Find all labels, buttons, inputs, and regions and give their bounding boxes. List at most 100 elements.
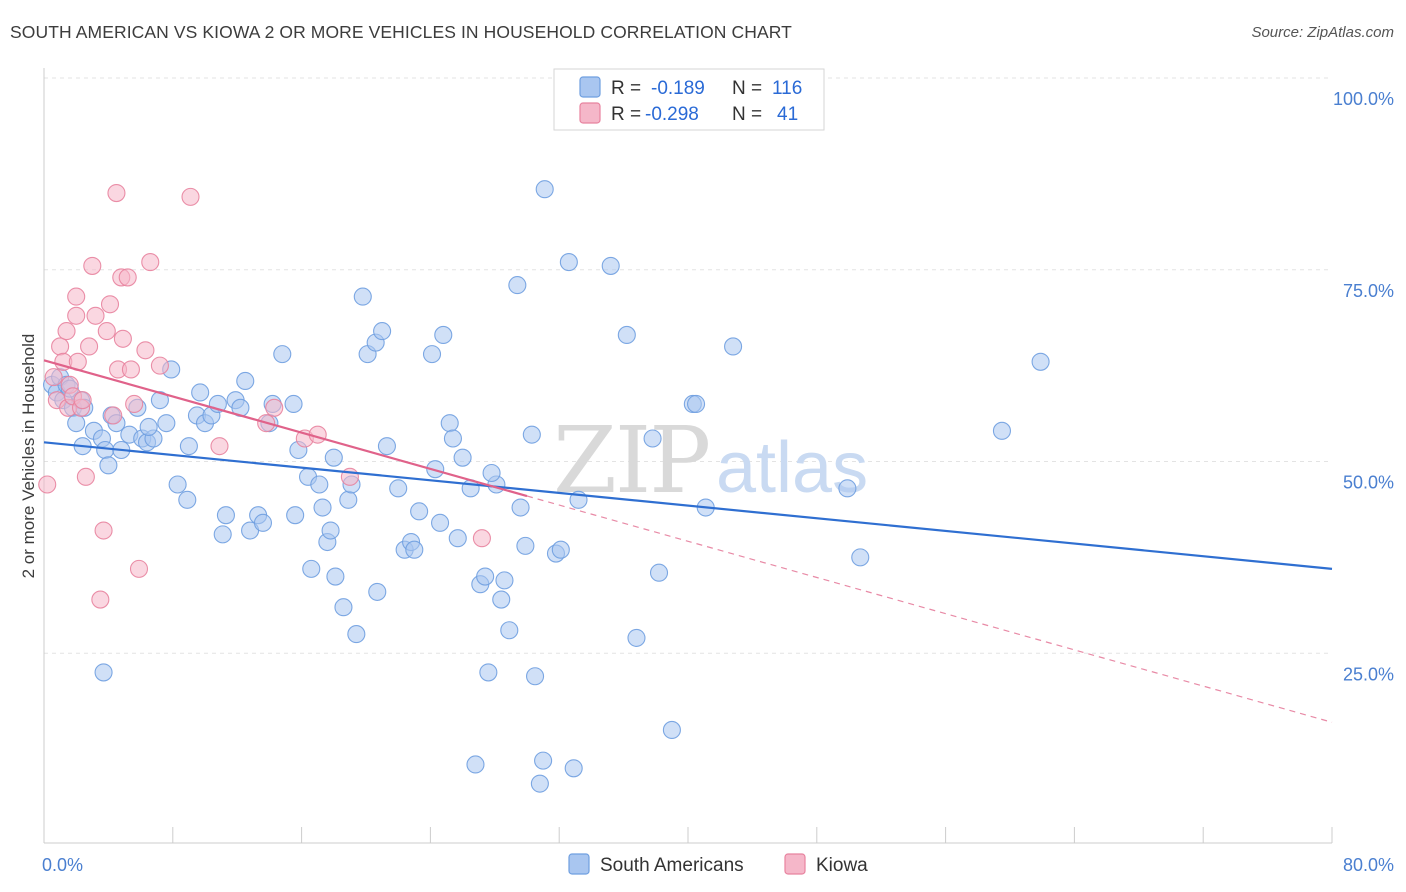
- x-tick-label: 80.0%: [1343, 855, 1394, 875]
- kiowa-point: [38, 475, 57, 494]
- kiowa-point: [80, 337, 99, 356]
- bottom-legend: South Americans Kiowa: [568, 853, 868, 876]
- south-american-point: [310, 475, 329, 494]
- y-tick-label: 50.0%: [1343, 473, 1394, 493]
- south-american-point: [662, 720, 681, 740]
- bottom-legend-label-kiowa: Kiowa: [816, 855, 868, 876]
- kiowa-point: [67, 306, 86, 325]
- south-american-point: [476, 567, 495, 586]
- south-american-point: [99, 456, 118, 475]
- south-american-point: [326, 567, 345, 586]
- kiowa-point: [265, 398, 284, 417]
- south-american-point: [236, 371, 255, 391]
- south-american-point: [434, 325, 453, 344]
- south-american-point: [559, 253, 578, 272]
- kiowa-point: [141, 253, 160, 272]
- kiowa-point: [76, 467, 95, 486]
- axes: [43, 68, 1333, 844]
- legend-n-value-1: 41: [777, 104, 798, 125]
- south-american-point: [530, 774, 549, 793]
- south-american-point: [377, 437, 396, 456]
- kiowa-point: [121, 360, 140, 379]
- y-tick-label: 75.0%: [1343, 281, 1394, 301]
- south-american-point: [1031, 352, 1050, 371]
- kiowa-point: [118, 268, 137, 287]
- south-american-point: [139, 417, 158, 437]
- south-american-point: [522, 425, 541, 444]
- kiowa-point: [44, 368, 63, 387]
- south-american-point: [389, 479, 408, 498]
- south-american-point: [627, 628, 646, 647]
- south-american-point: [273, 345, 292, 364]
- south-american-point: [601, 256, 620, 275]
- south-american-point: [410, 502, 429, 521]
- kiowa-point: [97, 322, 116, 341]
- south-american-point: [168, 475, 187, 494]
- south-american-point: [534, 751, 553, 770]
- kiowa-point: [125, 394, 144, 414]
- kiowa-point: [113, 329, 132, 348]
- south-american-point: [492, 590, 511, 609]
- south-american-point: [838, 479, 857, 498]
- south-american-point: [851, 548, 870, 567]
- kiowa-point: [100, 295, 120, 314]
- south-american-point: [466, 755, 485, 774]
- south-american-point: [617, 325, 636, 344]
- south-american-point: [191, 383, 210, 402]
- south-american-point: [508, 276, 527, 295]
- south-american-point: [551, 540, 570, 559]
- kiowa-point: [181, 187, 200, 206]
- kiowa-point: [104, 406, 123, 425]
- south-american-point: [535, 180, 554, 199]
- south-american-point: [321, 521, 340, 540]
- south-american-point: [313, 498, 332, 517]
- south-american-point: [324, 448, 343, 467]
- kiowa-point: [129, 559, 149, 578]
- kiowa-point: [91, 590, 110, 609]
- kiowa-point: [86, 306, 105, 325]
- south-american-point: [511, 498, 530, 517]
- legend-n-label-0: N =: [732, 78, 762, 99]
- south-american-point: [94, 663, 113, 682]
- kiowa-point: [67, 287, 86, 306]
- y-tick-label: 100.0%: [1333, 89, 1394, 109]
- grid-lines: [44, 77, 1332, 654]
- south-american-point: [516, 536, 535, 555]
- legend-n-label-1: N =: [732, 104, 762, 125]
- kiowa-point: [150, 356, 169, 375]
- south-american-point: [564, 759, 583, 778]
- kiowa-point: [94, 521, 113, 540]
- south-american-point: [686, 394, 706, 414]
- source-label: Source: ZipAtlas.com: [1251, 24, 1394, 41]
- kiowa-point: [73, 391, 92, 410]
- south-american-point: [422, 345, 442, 364]
- south-american-point: [649, 563, 669, 582]
- south-american-point: [284, 394, 303, 414]
- south-american-point: [373, 322, 392, 341]
- south-american-point: [67, 414, 86, 433]
- south-american-point: [495, 571, 514, 590]
- south-american-point: [179, 437, 198, 456]
- watermark: ZIP atlas: [553, 407, 868, 514]
- bottom-legend-swatch-kiowa: [784, 853, 806, 875]
- trend-lines: [43, 359, 1333, 723]
- legend-r-value-0: -0.189: [651, 78, 705, 99]
- kiowa-point: [136, 341, 155, 360]
- trend-line-south-americans: [43, 441, 1333, 570]
- south-american-point: [643, 429, 662, 448]
- legend-swatch-south-americans: [579, 76, 601, 98]
- south-american-point: [353, 287, 372, 306]
- trend-line-kiowa: [43, 359, 528, 498]
- legend-n-value-0: 116: [772, 78, 802, 99]
- south-american-point: [157, 414, 176, 433]
- south-american-point: [253, 513, 273, 532]
- kiowa-point: [51, 337, 70, 356]
- x-tick-labels: 0.0% 80.0%: [42, 855, 1394, 875]
- y-axis-title: 2 or more Vehicles in Household: [19, 334, 38, 579]
- south-american-point: [724, 337, 743, 356]
- south-american-point: [443, 429, 462, 448]
- y-tick-label: 25.0%: [1343, 664, 1394, 684]
- bottom-legend-label-south-americans: South Americans: [600, 855, 744, 876]
- legend: R = -0.189 N = 116 R = -0.298 N = 41: [553, 68, 825, 131]
